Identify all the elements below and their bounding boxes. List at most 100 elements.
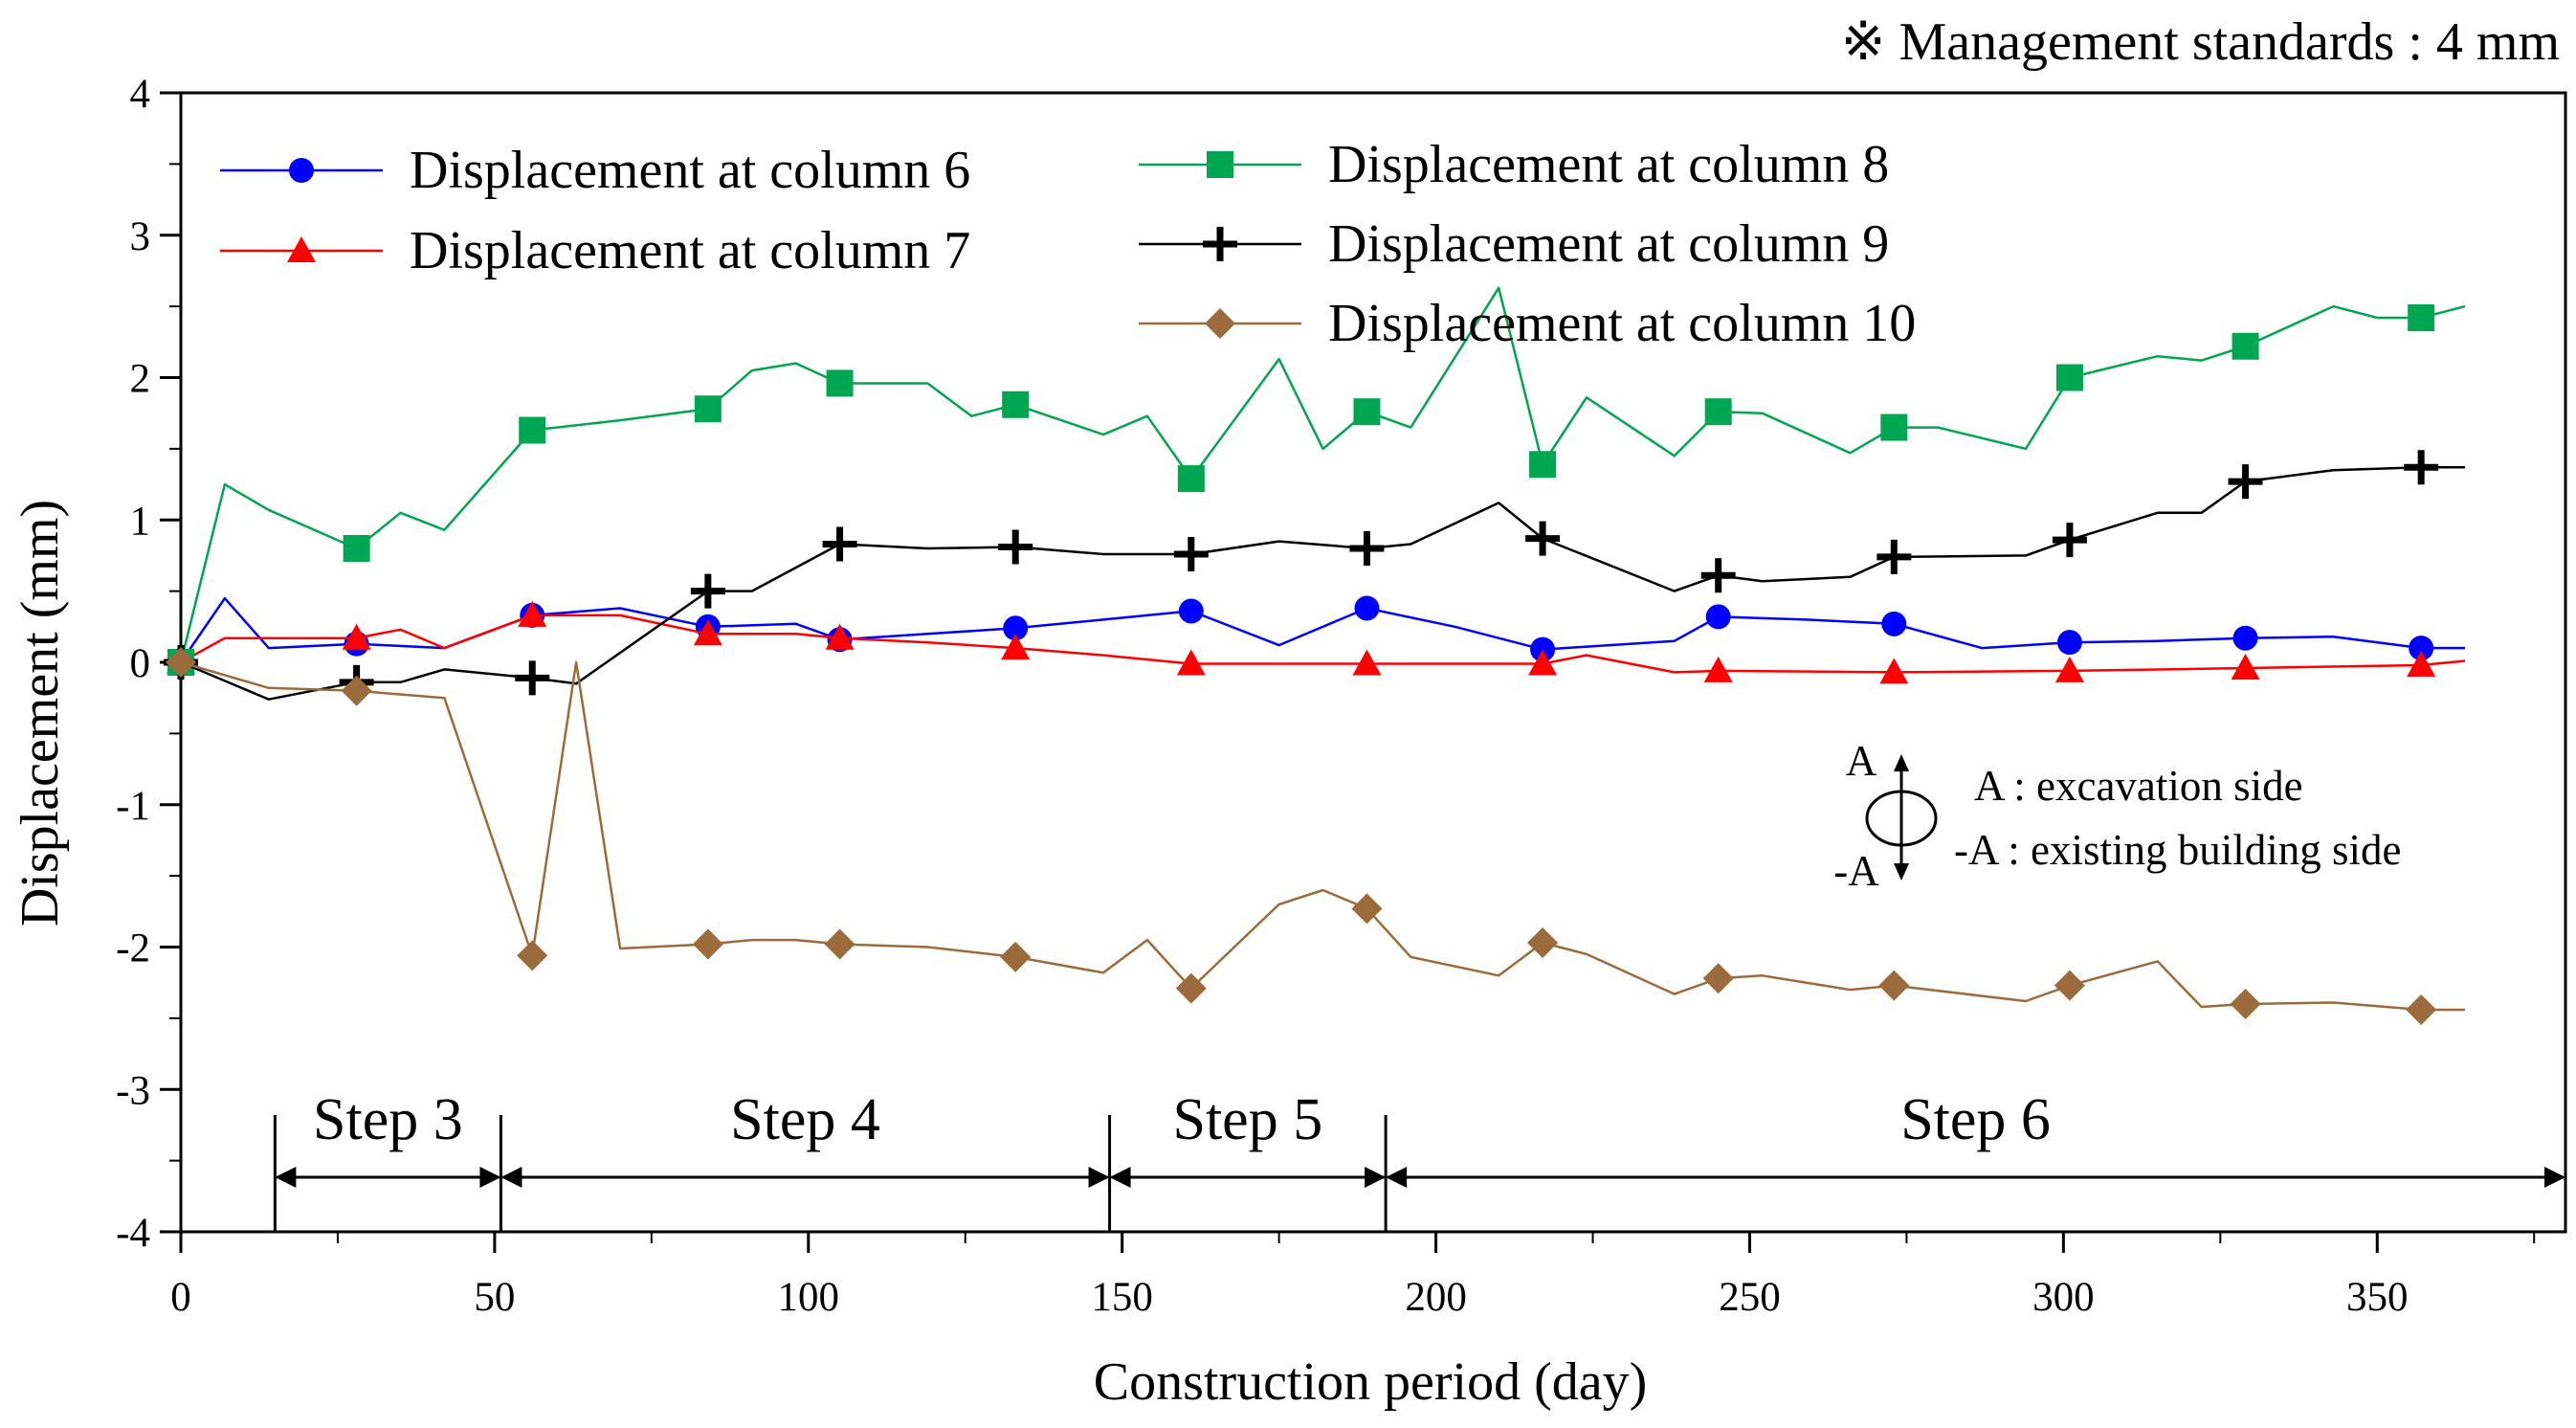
legend: Displacement at column 6 Displacement at … <box>220 135 1916 353</box>
y-tick-label: 3 <box>130 214 151 259</box>
direction-note-line-1: A : excavation side <box>1974 762 2303 810</box>
step-arrow-head-right <box>479 1167 501 1188</box>
step-arrow-head-left <box>275 1167 297 1188</box>
data-point <box>519 416 546 444</box>
data-point <box>1176 649 1206 676</box>
data-point <box>1528 649 1558 676</box>
data-point <box>1702 963 1734 994</box>
legend-label: Displacement at column 6 <box>410 141 970 200</box>
series-lines <box>164 286 2466 1025</box>
legend-marker <box>287 236 316 262</box>
step-label: Step 5 <box>1172 1087 1322 1152</box>
data-point <box>824 928 855 960</box>
step-arrow-head-right <box>1365 1167 1387 1188</box>
data-point <box>694 395 722 423</box>
x-tick-label: 250 <box>1719 1275 1781 1320</box>
data-point <box>690 573 725 609</box>
series-line <box>179 286 2466 663</box>
data-point <box>1000 941 1032 972</box>
series-4 <box>164 450 2466 701</box>
data-point <box>1881 611 1907 636</box>
data-point <box>1353 398 1381 426</box>
data-point <box>2404 450 2439 485</box>
construction-steps: Step 3 Step 4 Step 5 Step 6 <box>273 1087 2565 1232</box>
data-point <box>1178 598 1204 624</box>
data-point <box>1002 390 1030 418</box>
data-point <box>2231 653 2260 680</box>
x-tick-label: 0 <box>170 1275 191 1320</box>
data-point <box>2407 650 2436 677</box>
data-point <box>692 928 723 960</box>
data-point <box>1527 927 1559 959</box>
data-point <box>1352 649 1382 676</box>
data-point <box>1354 595 1380 621</box>
series-3 <box>167 286 2466 676</box>
column-section-icon <box>1865 790 1938 847</box>
legend-label: Displacement at column 9 <box>1328 214 1889 274</box>
data-point <box>518 600 547 627</box>
x-tick-label: 150 <box>1091 1275 1153 1320</box>
x-tick-label: 200 <box>1405 1275 1467 1320</box>
direction-note-line-2: -A : existing building side <box>1954 826 2402 874</box>
data-point <box>822 526 857 562</box>
data-point <box>1876 539 1912 574</box>
data-point <box>1879 658 1909 684</box>
data-point <box>1349 531 1385 566</box>
legend-item: Displacement at column 7 <box>220 221 970 280</box>
direction-down-symbol: -A <box>1833 847 1879 895</box>
data-point <box>2230 989 2261 1019</box>
data-point <box>515 660 550 696</box>
direction-up-symbol: A <box>1846 737 1877 785</box>
data-point <box>1177 465 1205 493</box>
data-point <box>2055 364 2083 391</box>
legend-label: Displacement at column 8 <box>1328 135 1889 194</box>
data-point <box>1351 893 1383 925</box>
step-arrow-head-left <box>1109 1167 1131 1188</box>
data-point <box>2406 993 2437 1025</box>
data-point <box>1700 558 1736 593</box>
series-line <box>180 660 2466 1012</box>
step-label: Step 3 <box>313 1087 463 1152</box>
legend-marker <box>1205 308 1235 339</box>
step-arrow-head-right <box>1088 1167 1110 1188</box>
data-point <box>343 535 370 562</box>
step-label: Step 4 <box>730 1087 880 1152</box>
y-tick-label: 2 <box>130 357 151 402</box>
y-tick-label: -4 <box>116 1211 150 1256</box>
legend-item: Displacement at column 8 <box>1139 135 1889 194</box>
legend-marker <box>289 158 314 183</box>
step-arrow-head-right <box>2544 1167 2565 1188</box>
data-point <box>341 675 372 706</box>
step-label: Step 6 <box>1900 1087 2051 1152</box>
y-tick-label: -3 <box>116 1068 150 1113</box>
direction-indicator: A -A A : excavation side -A : existing b… <box>1833 737 2401 895</box>
axes: -4 -3 -2 -1 0 1 2 3 4 0 50 100 150 200 250 300 350 <box>116 72 2567 1320</box>
y-tick-label: 1 <box>130 499 151 544</box>
series-2 <box>167 600 2466 684</box>
data-point <box>2054 656 2084 682</box>
data-point <box>1529 451 1557 479</box>
x-axis-title: Construction period (day) <box>1094 1352 1648 1412</box>
data-point <box>342 623 371 650</box>
data-point <box>998 529 1033 565</box>
data-point <box>1001 634 1031 660</box>
y-tick-label: -2 <box>116 926 150 971</box>
data-point <box>517 940 548 971</box>
direction-arrow-down-head <box>1894 863 1909 881</box>
legend-item: Displacement at column 6 <box>220 141 970 200</box>
data-point <box>1175 972 1207 1004</box>
data-point <box>825 623 855 650</box>
x-tick-label: 300 <box>2032 1275 2095 1320</box>
x-tick-label: 50 <box>474 1275 515 1320</box>
y-tick-label: 0 <box>130 641 151 686</box>
legend-label: Displacement at column 10 <box>1328 294 1916 353</box>
y-tick-label: -1 <box>116 784 150 829</box>
data-point <box>2228 464 2263 500</box>
legend-item: Displacement at column 10 <box>1139 294 1916 353</box>
data-point <box>1003 615 1029 641</box>
legend-marker <box>1203 227 1237 261</box>
data-point <box>166 647 196 678</box>
data-point <box>1704 398 1732 426</box>
data-point <box>1173 536 1209 571</box>
